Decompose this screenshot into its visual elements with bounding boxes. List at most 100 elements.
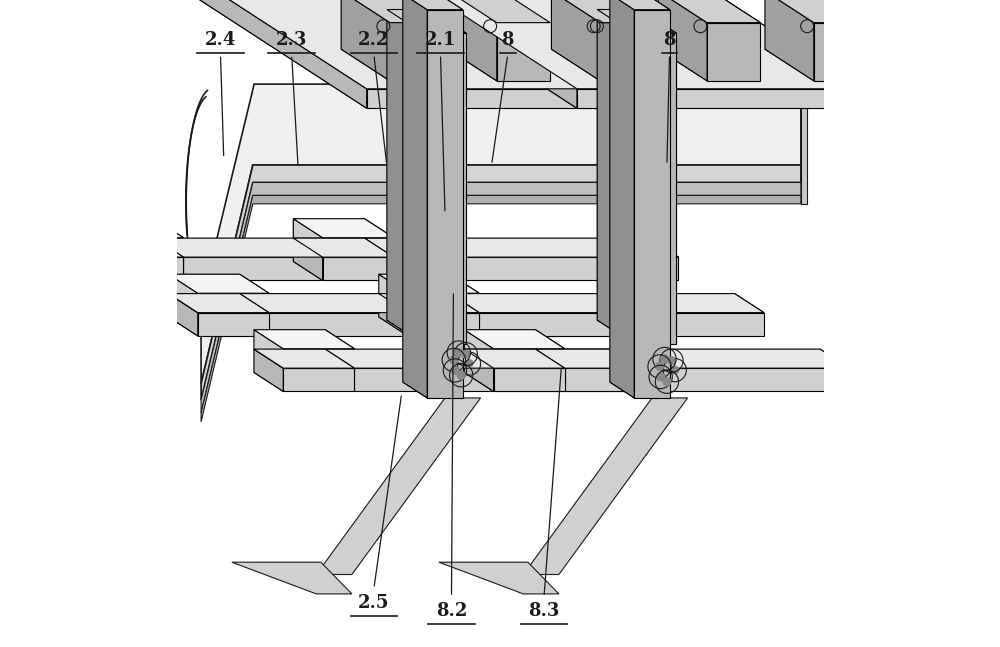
- Polygon shape: [112, 237, 183, 257]
- Polygon shape: [254, 373, 354, 391]
- Polygon shape: [535, 373, 849, 391]
- Polygon shape: [364, 261, 678, 280]
- Polygon shape: [168, 294, 269, 313]
- Polygon shape: [387, 10, 430, 320]
- Polygon shape: [293, 219, 364, 238]
- Polygon shape: [464, 373, 565, 391]
- Polygon shape: [198, 293, 269, 313]
- Polygon shape: [198, 313, 269, 336]
- Polygon shape: [610, 0, 670, 10]
- Polygon shape: [765, 0, 867, 23]
- Polygon shape: [439, 562, 559, 594]
- Polygon shape: [390, 23, 443, 81]
- Polygon shape: [597, 10, 634, 344]
- Polygon shape: [610, 382, 670, 398]
- Polygon shape: [325, 349, 610, 373]
- Polygon shape: [147, 0, 651, 108]
- Polygon shape: [479, 313, 764, 336]
- Polygon shape: [154, 219, 183, 257]
- Polygon shape: [254, 349, 354, 368]
- Polygon shape: [494, 368, 565, 391]
- Polygon shape: [325, 349, 354, 391]
- Polygon shape: [379, 274, 450, 294]
- Polygon shape: [523, 398, 688, 575]
- Text: 2.2: 2.2: [358, 31, 390, 49]
- Polygon shape: [83, 219, 154, 238]
- Circle shape: [461, 349, 470, 359]
- Polygon shape: [640, 10, 676, 344]
- Polygon shape: [535, 349, 565, 391]
- Polygon shape: [112, 257, 183, 280]
- Polygon shape: [201, 165, 801, 400]
- Polygon shape: [367, 89, 651, 108]
- Polygon shape: [535, 349, 820, 373]
- Polygon shape: [765, 0, 818, 49]
- Text: 2.5: 2.5: [358, 594, 390, 612]
- Polygon shape: [600, 23, 654, 81]
- Polygon shape: [464, 330, 494, 368]
- Polygon shape: [814, 23, 867, 81]
- Polygon shape: [240, 294, 269, 336]
- Polygon shape: [634, 10, 670, 398]
- Polygon shape: [201, 182, 801, 413]
- Polygon shape: [448, 49, 550, 81]
- Polygon shape: [379, 294, 408, 336]
- Polygon shape: [658, 0, 707, 81]
- Polygon shape: [535, 349, 565, 391]
- Polygon shape: [450, 294, 735, 317]
- Polygon shape: [658, 0, 712, 49]
- Polygon shape: [240, 294, 524, 317]
- Polygon shape: [438, 0, 463, 398]
- Polygon shape: [387, 320, 466, 344]
- Polygon shape: [83, 238, 183, 257]
- Polygon shape: [293, 238, 364, 261]
- Polygon shape: [450, 274, 479, 313]
- Polygon shape: [293, 261, 394, 280]
- Polygon shape: [147, 0, 651, 89]
- Polygon shape: [83, 238, 112, 280]
- Polygon shape: [240, 294, 269, 336]
- Text: 2.4: 2.4: [205, 31, 236, 49]
- Polygon shape: [154, 261, 468, 280]
- Polygon shape: [254, 349, 354, 368]
- Text: 8.2: 8.2: [436, 602, 467, 620]
- Polygon shape: [645, 0, 670, 398]
- Polygon shape: [535, 349, 849, 368]
- Polygon shape: [501, 0, 550, 81]
- Polygon shape: [597, 10, 676, 33]
- Polygon shape: [448, 0, 501, 49]
- Polygon shape: [325, 373, 639, 391]
- Polygon shape: [403, 0, 438, 382]
- Polygon shape: [430, 10, 466, 344]
- Polygon shape: [439, 238, 468, 280]
- Text: 8: 8: [502, 31, 514, 49]
- Polygon shape: [535, 330, 565, 368]
- Polygon shape: [168, 274, 240, 294]
- Polygon shape: [168, 274, 198, 313]
- Polygon shape: [83, 261, 183, 280]
- Polygon shape: [269, 313, 554, 336]
- Polygon shape: [357, 0, 577, 108]
- Polygon shape: [801, 84, 807, 204]
- Polygon shape: [83, 238, 183, 257]
- Polygon shape: [341, 0, 395, 49]
- Polygon shape: [820, 349, 849, 391]
- Polygon shape: [325, 349, 639, 368]
- Polygon shape: [597, 320, 676, 344]
- Polygon shape: [240, 274, 269, 313]
- Polygon shape: [555, 0, 657, 23]
- Polygon shape: [201, 84, 801, 384]
- Polygon shape: [254, 349, 283, 391]
- Polygon shape: [464, 349, 494, 391]
- Circle shape: [662, 377, 672, 386]
- Circle shape: [454, 348, 463, 357]
- Polygon shape: [316, 398, 481, 575]
- Polygon shape: [379, 317, 479, 336]
- Polygon shape: [464, 349, 535, 373]
- Circle shape: [449, 355, 458, 365]
- Polygon shape: [379, 294, 479, 313]
- Polygon shape: [240, 317, 554, 336]
- Polygon shape: [427, 10, 463, 398]
- Polygon shape: [364, 238, 649, 261]
- Polygon shape: [293, 238, 394, 257]
